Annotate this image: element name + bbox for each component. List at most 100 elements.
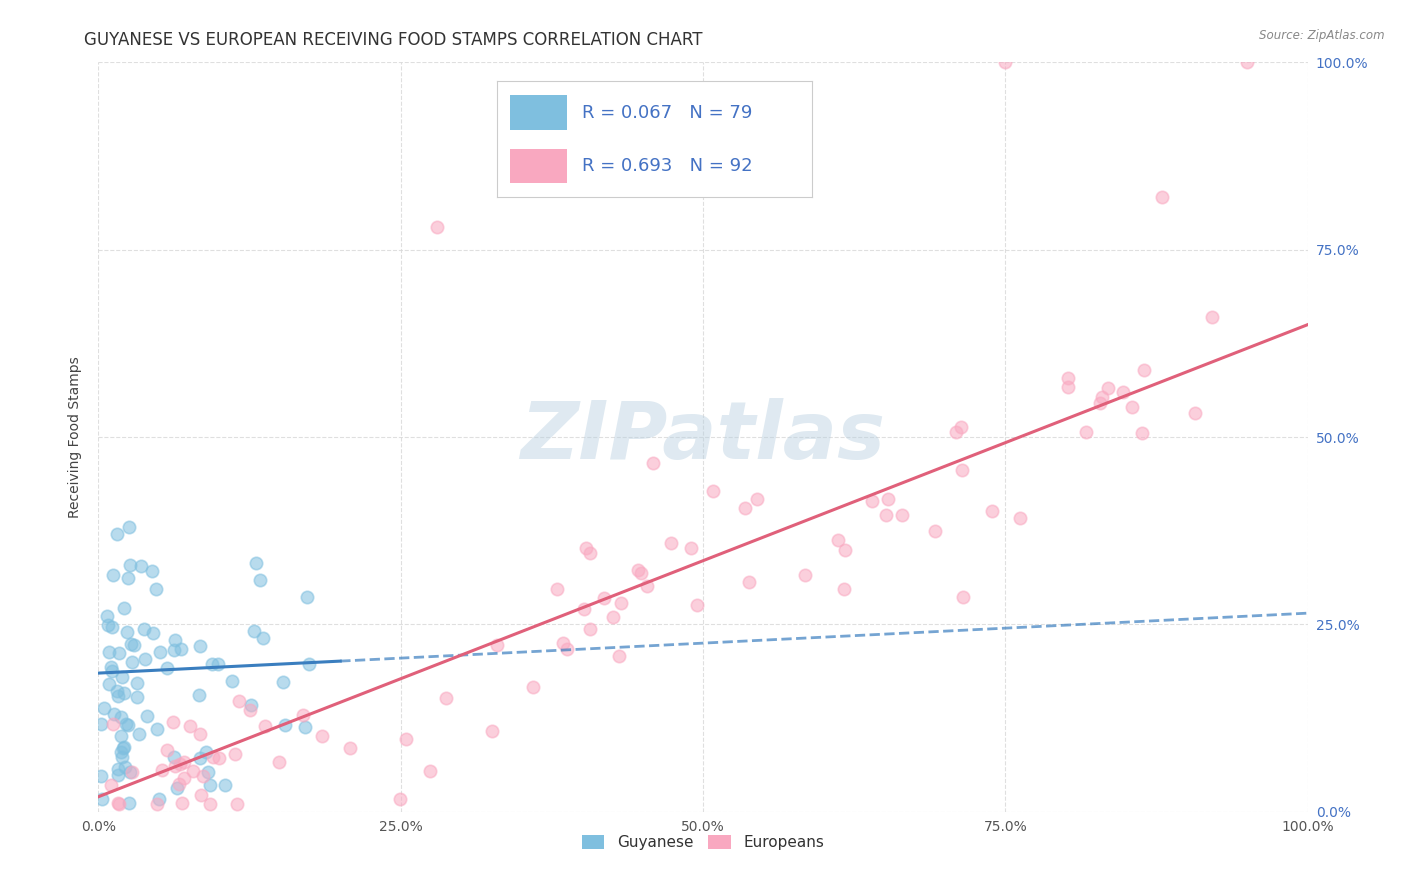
Point: [551, 636, 574, 650]
Point: [555, 642, 578, 657]
Point: [107, 768, 129, 782]
Point: [950, 420, 973, 434]
Point: [294, 720, 316, 734]
Point: [141, 564, 163, 578]
Point: [1130, 425, 1153, 440]
Point: [173, 755, 195, 769]
Point: [602, 610, 624, 624]
Point: [163, 750, 186, 764]
Point: [100, 778, 122, 792]
Point: [96, 609, 118, 624]
Point: [388, 792, 411, 806]
Point: [1074, 425, 1097, 440]
Point: [221, 673, 243, 688]
Point: [101, 664, 124, 678]
Point: [311, 729, 333, 743]
Point: [832, 582, 855, 596]
Point: [173, 771, 195, 785]
Point: [150, 763, 173, 777]
Point: [115, 717, 138, 731]
Point: [105, 683, 128, 698]
Point: [579, 622, 602, 636]
Point: [121, 765, 143, 780]
Point: [1133, 363, 1156, 377]
Text: ZIPatlas: ZIPatlas: [520, 398, 886, 476]
Point: [115, 625, 138, 640]
Point: [100, 620, 122, 634]
Point: [179, 719, 201, 733]
Point: [1112, 385, 1135, 400]
Point: [274, 718, 297, 732]
Point: [630, 566, 652, 580]
Point: [834, 542, 856, 557]
Point: [1057, 371, 1080, 385]
Point: [112, 600, 135, 615]
Point: [950, 463, 973, 477]
Point: [394, 732, 416, 747]
Point: [877, 491, 900, 506]
Point: [201, 657, 224, 671]
Point: [1091, 390, 1114, 404]
Point: [103, 716, 125, 731]
Text: GUYANESE VS EUROPEAN RECEIVING FOOD STAMPS CORRELATION CHART: GUYANESE VS EUROPEAN RECEIVING FOOD STAM…: [84, 31, 703, 49]
Point: [111, 670, 134, 684]
Point: [165, 633, 187, 648]
Point: [129, 558, 152, 573]
Point: [127, 690, 149, 704]
Point: [686, 599, 709, 613]
Point: [110, 746, 132, 760]
Point: [890, 508, 912, 522]
Point: [239, 698, 262, 712]
Point: [200, 778, 222, 792]
Point: [734, 500, 756, 515]
Point: [120, 637, 142, 651]
Point: [426, 220, 449, 235]
Point: [269, 755, 291, 769]
Point: [107, 797, 129, 811]
Point: [860, 494, 883, 508]
Point: [124, 638, 146, 652]
Point: [156, 743, 179, 757]
Point: [875, 508, 897, 523]
Point: [112, 686, 135, 700]
Point: [101, 568, 124, 582]
Point: [225, 797, 247, 812]
Point: [132, 622, 155, 636]
Point: [485, 639, 508, 653]
Point: [745, 492, 768, 507]
Point: [1010, 510, 1032, 524]
Point: [924, 524, 946, 538]
Point: [166, 780, 188, 795]
Point: [1088, 396, 1111, 410]
Point: [546, 582, 568, 596]
Point: [146, 723, 169, 737]
Point: [579, 546, 602, 560]
Point: [1184, 406, 1206, 420]
Point: [90, 716, 112, 731]
Point: [142, 625, 165, 640]
Point: [162, 714, 184, 729]
Y-axis label: Receiving Food Stamps: Receiving Food Stamps: [69, 356, 83, 518]
Point: [253, 719, 276, 733]
Point: [737, 575, 759, 590]
Point: [952, 590, 974, 604]
Point: [188, 751, 211, 765]
Point: [121, 655, 143, 669]
Point: [198, 797, 221, 812]
Point: [636, 579, 658, 593]
Point: [118, 520, 141, 534]
Point: [1057, 380, 1080, 394]
Point: [190, 788, 212, 802]
Point: [214, 778, 236, 792]
Point: [163, 759, 186, 773]
Point: [105, 527, 128, 541]
Point: [239, 703, 262, 717]
Point: [118, 796, 141, 810]
Point: [273, 674, 295, 689]
Point: [1201, 310, 1223, 325]
Point: [181, 764, 204, 779]
Point: [481, 724, 503, 739]
Point: [609, 649, 631, 664]
Point: [114, 760, 136, 774]
Point: [228, 694, 250, 708]
